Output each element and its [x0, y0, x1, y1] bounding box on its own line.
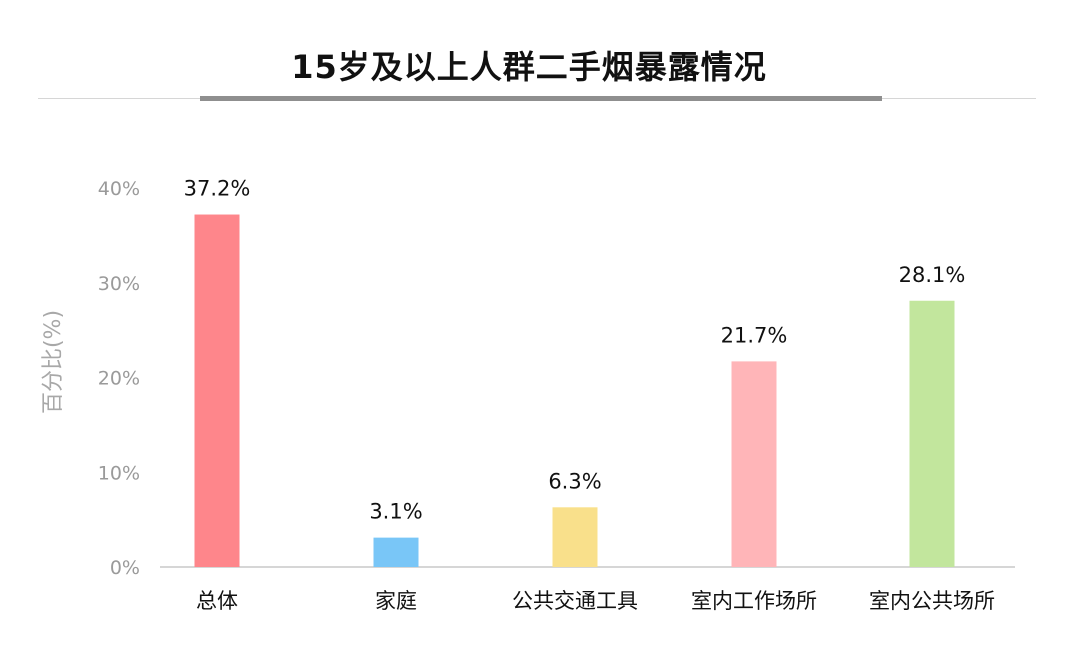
bar: [731, 361, 777, 567]
y-axis-ticks: 0% 10% 20% 30% 40%: [98, 178, 140, 579]
bar: [909, 300, 955, 567]
category-label: 室内工作场所: [691, 589, 817, 613]
category-label: 室内公共场所: [869, 589, 995, 613]
y-tick-label: 10%: [98, 462, 140, 484]
bar: [373, 537, 419, 567]
value-label: 21.7%: [721, 323, 788, 347]
value-label: 37.2%: [184, 177, 251, 201]
category-label: 公共交通工具: [512, 589, 638, 613]
category-label: 家庭: [375, 589, 417, 613]
chart-title: 15岁及以上人群二手烟暴露情况: [291, 48, 767, 86]
category-labels: 总体 家庭 公共交通工具 室内工作场所 室内公共场所: [196, 589, 995, 613]
y-tick-label: 0%: [110, 557, 140, 579]
bar: [194, 214, 240, 567]
y-axis-label: 百分比(%): [41, 310, 66, 414]
y-tick-label: 40%: [98, 178, 140, 200]
value-label: 6.3%: [548, 469, 601, 493]
bar: [552, 507, 598, 567]
y-tick-label: 20%: [98, 368, 140, 390]
title-underline: [200, 96, 882, 101]
bars: [194, 214, 955, 567]
y-tick-label: 30%: [98, 273, 140, 295]
value-label: 3.1%: [369, 500, 422, 524]
category-label: 总体: [196, 589, 238, 613]
value-labels: 37.2% 3.1% 6.3% 21.7% 28.1%: [184, 177, 966, 524]
value-label: 28.1%: [899, 263, 966, 287]
